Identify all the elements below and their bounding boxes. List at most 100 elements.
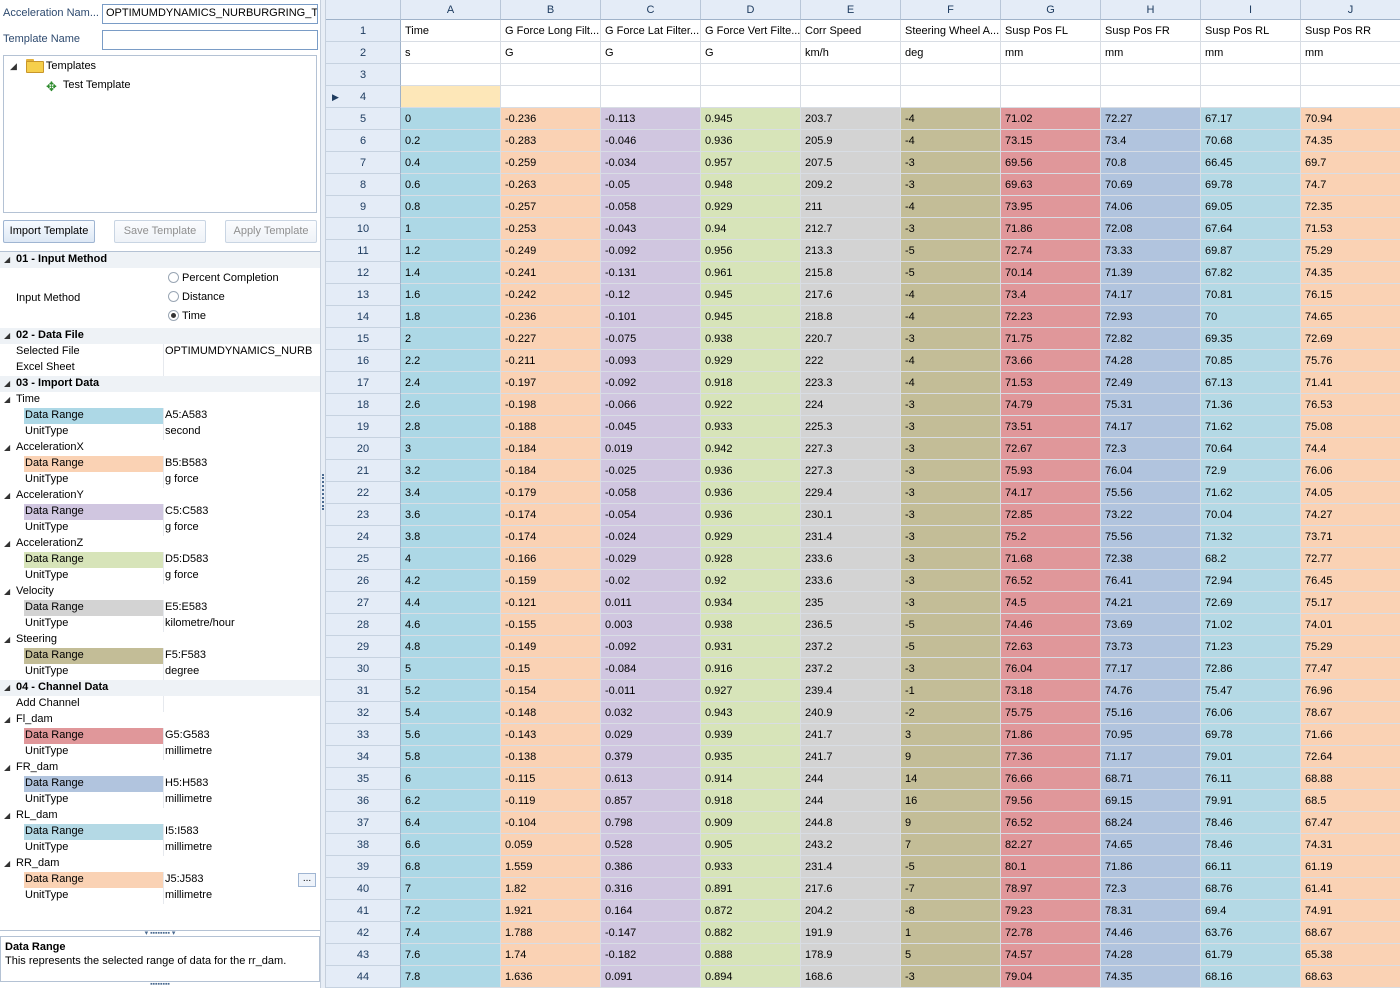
cell-f8[interactable]: -3 xyxy=(901,174,1001,196)
column-header-e[interactable]: E xyxy=(801,0,901,20)
cell-h22[interactable]: 75.56 xyxy=(1101,482,1201,504)
cell-j38[interactable]: 74.31 xyxy=(1301,834,1400,856)
cell-j31[interactable]: 76.96 xyxy=(1301,680,1400,702)
cell-g11[interactable]: 72.74 xyxy=(1001,240,1101,262)
cell-j2[interactable]: mm xyxy=(1301,42,1400,64)
cell-h12[interactable]: 71.39 xyxy=(1101,262,1201,284)
cell-f33[interactable]: 3 xyxy=(901,724,1001,746)
cell-h23[interactable]: 73.22 xyxy=(1101,504,1201,526)
row-header[interactable]: 1 xyxy=(326,20,401,42)
cell-g7[interactable]: 69.56 xyxy=(1001,152,1101,174)
cell-b10[interactable]: -0.253 xyxy=(501,218,601,240)
row-header[interactable]: 31 xyxy=(326,680,401,702)
column-header-d[interactable]: D xyxy=(701,0,801,20)
cell-g33[interactable]: 71.86 xyxy=(1001,724,1101,746)
cell-h24[interactable]: 75.56 xyxy=(1101,526,1201,548)
cell-d40[interactable]: 0.891 xyxy=(701,878,801,900)
data-range-row[interactable]: Data Range A5:A583 xyxy=(0,408,320,424)
cell-a33[interactable]: 5.6 xyxy=(401,724,501,746)
category-import-data[interactable]: ◢ 03 - Import Data xyxy=(0,376,320,392)
cell-e16[interactable]: 222 xyxy=(801,350,901,372)
cell-d10[interactable]: 0.94 xyxy=(701,218,801,240)
cell-j8[interactable]: 74.7 xyxy=(1301,174,1400,196)
cell-d31[interactable]: 0.927 xyxy=(701,680,801,702)
cell-b6[interactable]: -0.283 xyxy=(501,130,601,152)
cell-c36[interactable]: 0.857 xyxy=(601,790,701,812)
cell-d39[interactable]: 0.933 xyxy=(701,856,801,878)
cell-h3[interactable] xyxy=(1101,64,1201,86)
cell-f37[interactable]: 9 xyxy=(901,812,1001,834)
cell-a25[interactable]: 4 xyxy=(401,548,501,570)
cell-h21[interactable]: 76.04 xyxy=(1101,460,1201,482)
cell-h28[interactable]: 73.69 xyxy=(1101,614,1201,636)
cell-a19[interactable]: 2.8 xyxy=(401,416,501,438)
cell-a10[interactable]: 1 xyxy=(401,218,501,240)
cell-g28[interactable]: 74.46 xyxy=(1001,614,1101,636)
cell-b43[interactable]: 1.74 xyxy=(501,944,601,966)
cell-e17[interactable]: 223.3 xyxy=(801,372,901,394)
cell-h10[interactable]: 72.08 xyxy=(1101,218,1201,240)
row-header[interactable]: 19 xyxy=(326,416,401,438)
cell-a1[interactable]: Time xyxy=(401,20,501,42)
cell-a41[interactable]: 7.2 xyxy=(401,900,501,922)
cell-e11[interactable]: 213.3 xyxy=(801,240,901,262)
cell-a11[interactable]: 1.2 xyxy=(401,240,501,262)
cell-d9[interactable]: 0.929 xyxy=(701,196,801,218)
cell-f22[interactable]: -3 xyxy=(901,482,1001,504)
cell-f26[interactable]: -3 xyxy=(901,570,1001,592)
cell-c33[interactable]: 0.029 xyxy=(601,724,701,746)
cell-j39[interactable]: 61.19 xyxy=(1301,856,1400,878)
cell-e25[interactable]: 233.6 xyxy=(801,548,901,570)
cell-h36[interactable]: 69.15 xyxy=(1101,790,1201,812)
cell-f19[interactable]: -3 xyxy=(901,416,1001,438)
cell-a27[interactable]: 4.4 xyxy=(401,592,501,614)
unit-type-row[interactable]: UnitType g force xyxy=(0,568,320,584)
cell-g18[interactable]: 74.79 xyxy=(1001,394,1101,416)
row-header[interactable]: 44 xyxy=(326,966,401,988)
import-group-accelerationx[interactable]: ◢ AccelerationX xyxy=(0,440,320,456)
cell-c9[interactable]: -0.058 xyxy=(601,196,701,218)
row-header[interactable]: 30 xyxy=(326,658,401,680)
row-header[interactable]: 21 xyxy=(326,460,401,482)
cell-a30[interactable]: 5 xyxy=(401,658,501,680)
cell-f5[interactable]: -4 xyxy=(901,108,1001,130)
collapse-icon[interactable]: ◢ xyxy=(4,587,11,596)
cell-a36[interactable]: 6.2 xyxy=(401,790,501,812)
cell-f31[interactable]: -1 xyxy=(901,680,1001,702)
cell-i32[interactable]: 76.06 xyxy=(1201,702,1301,724)
cell-i43[interactable]: 61.79 xyxy=(1201,944,1301,966)
row-header[interactable]: 20 xyxy=(326,438,401,460)
cell-b39[interactable]: 1.559 xyxy=(501,856,601,878)
cell-b3[interactable] xyxy=(501,64,601,86)
sheet-corner[interactable] xyxy=(326,0,401,20)
cell-h37[interactable]: 68.24 xyxy=(1101,812,1201,834)
cell-e21[interactable]: 227.3 xyxy=(801,460,901,482)
cell-e39[interactable]: 231.4 xyxy=(801,856,901,878)
cell-g12[interactable]: 70.14 xyxy=(1001,262,1101,284)
cell-b16[interactable]: -0.211 xyxy=(501,350,601,372)
import-group-time[interactable]: ◢ Time xyxy=(0,392,320,408)
cell-j33[interactable]: 71.66 xyxy=(1301,724,1400,746)
data-range-row[interactable]: Data Range C5:C583 xyxy=(0,504,320,520)
collapse-icon[interactable]: ◢ xyxy=(4,811,11,820)
cell-f1[interactable]: Steering Wheel A... xyxy=(901,20,1001,42)
cell-a13[interactable]: 1.6 xyxy=(401,284,501,306)
cell-c22[interactable]: -0.058 xyxy=(601,482,701,504)
tree-node-templates[interactable]: ◢ Templates xyxy=(10,58,96,74)
category-data-file[interactable]: ◢ 02 - Data File xyxy=(0,328,320,344)
cell-b42[interactable]: 1.788 xyxy=(501,922,601,944)
data-range-row[interactable]: Data Range B5:B583 xyxy=(0,456,320,472)
cell-j44[interactable]: 68.63 xyxy=(1301,966,1400,988)
cell-a29[interactable]: 4.8 xyxy=(401,636,501,658)
cell-e38[interactable]: 243.2 xyxy=(801,834,901,856)
row-header[interactable]: 37 xyxy=(326,812,401,834)
cell-c44[interactable]: 0.091 xyxy=(601,966,701,988)
cell-i40[interactable]: 68.76 xyxy=(1201,878,1301,900)
cell-f14[interactable]: -4 xyxy=(901,306,1001,328)
cell-g42[interactable]: 72.78 xyxy=(1001,922,1101,944)
collapse-icon[interactable]: ◢ xyxy=(4,379,11,388)
cell-h39[interactable]: 71.86 xyxy=(1101,856,1201,878)
cell-f9[interactable]: -4 xyxy=(901,196,1001,218)
cell-f13[interactable]: -4 xyxy=(901,284,1001,306)
cell-i7[interactable]: 66.45 xyxy=(1201,152,1301,174)
